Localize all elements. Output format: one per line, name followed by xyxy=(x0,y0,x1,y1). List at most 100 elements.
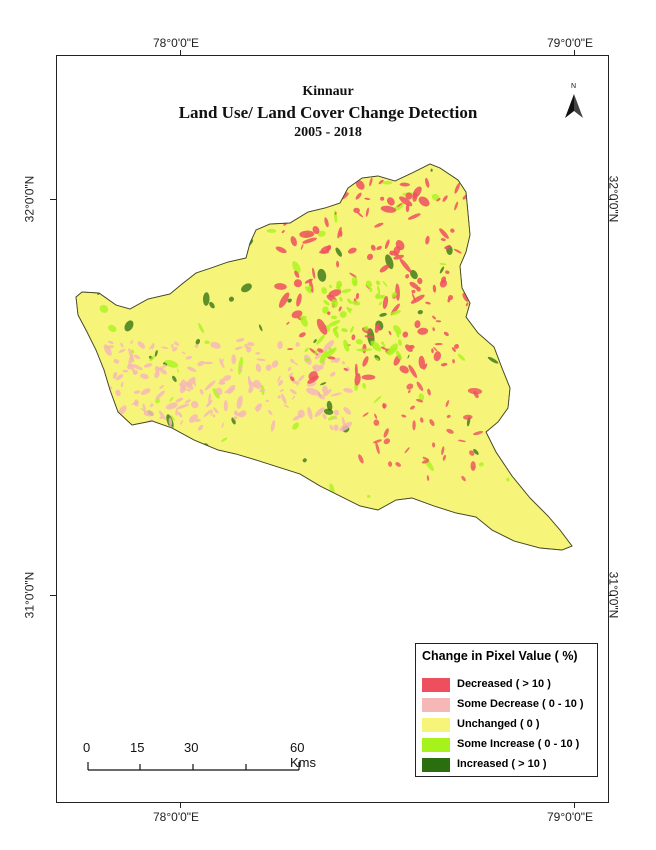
raster-patch xyxy=(457,439,466,443)
raster-patch xyxy=(356,212,364,218)
raster-patch xyxy=(133,354,141,360)
raster-patch xyxy=(239,364,243,373)
raster-patch xyxy=(296,382,300,386)
raster-patch xyxy=(314,407,325,417)
raster-patch xyxy=(432,327,435,332)
raster-patch xyxy=(365,207,369,217)
raster-patch xyxy=(343,407,352,415)
raster-patch xyxy=(198,323,205,334)
raster-patch xyxy=(207,200,211,204)
raster-patch xyxy=(105,345,115,349)
raster-patch xyxy=(330,357,341,363)
raster-patch xyxy=(439,279,448,288)
raster-patch xyxy=(409,281,419,290)
raster-patch xyxy=(418,196,430,207)
tick xyxy=(574,802,575,808)
raster-patch xyxy=(323,299,330,306)
raster-patch xyxy=(339,311,347,318)
scalebar-label-0: 0 xyxy=(83,740,91,755)
tick xyxy=(574,50,575,56)
tick xyxy=(180,802,181,808)
raster-patch xyxy=(193,378,196,387)
raster-patch xyxy=(114,206,118,209)
raster-patch xyxy=(333,181,340,184)
raster-patch xyxy=(277,341,283,350)
raster-patch xyxy=(188,414,199,423)
raster-patch xyxy=(451,347,456,352)
raster-patch xyxy=(381,346,387,350)
raster-patch xyxy=(150,403,154,408)
raster-patch xyxy=(313,339,317,344)
raster-patch xyxy=(416,398,424,403)
raster-patch xyxy=(422,457,430,461)
raster-patch xyxy=(391,292,397,298)
raster-patch xyxy=(339,296,343,302)
legend: Change in Pixel Value ( %) Decreased ( >… xyxy=(415,643,598,777)
raster-patch xyxy=(335,178,343,185)
raster-patch xyxy=(355,292,360,300)
raster-patch xyxy=(148,344,153,350)
raster-patch xyxy=(384,239,390,250)
raster-patch xyxy=(435,320,442,323)
raster-patch xyxy=(151,278,156,282)
raster-patch xyxy=(184,399,191,404)
raster-patch xyxy=(343,367,349,371)
raster-patch xyxy=(361,374,376,380)
raster-patch xyxy=(389,250,399,257)
raster-patch xyxy=(362,356,369,367)
raster-patch xyxy=(274,283,287,290)
raster-patch xyxy=(349,272,357,278)
raster-patch xyxy=(169,396,174,402)
raster-patch xyxy=(176,403,190,410)
raster-patch xyxy=(439,266,445,274)
raster-patch xyxy=(454,343,459,349)
raster-patch xyxy=(212,388,220,399)
raster-patch xyxy=(338,306,342,312)
raster-patch xyxy=(101,398,110,401)
raster-patch xyxy=(131,401,139,405)
raster-patch xyxy=(378,301,382,306)
raster-patch xyxy=(330,392,342,397)
tick xyxy=(50,199,56,200)
raster-patch xyxy=(380,205,397,213)
raster-patch xyxy=(117,240,126,254)
raster-patch xyxy=(104,388,108,394)
raster-patch xyxy=(383,438,391,445)
raster-patch xyxy=(197,360,205,367)
raster-patch xyxy=(210,513,218,525)
raster-patch xyxy=(271,360,279,368)
map-title-region: Kinnaur xyxy=(302,84,354,99)
raster-patch xyxy=(442,454,446,461)
legend-item-label: Decreased ( > 10 ) xyxy=(457,678,551,690)
raster-patch xyxy=(218,205,223,209)
lon-label-bottom-79: 79°0'0"E xyxy=(547,810,594,824)
raster-patch xyxy=(119,509,123,514)
raster-patch xyxy=(333,424,339,431)
raster-patch xyxy=(327,356,336,360)
tick xyxy=(50,595,56,596)
raster-patch xyxy=(277,375,281,383)
raster-patch xyxy=(427,388,431,396)
raster-patch xyxy=(352,280,357,286)
raster-patch xyxy=(399,196,413,207)
raster-patch xyxy=(328,347,332,353)
raster-patch xyxy=(288,372,294,378)
raster-patch xyxy=(223,400,228,412)
raster-patch xyxy=(259,389,266,393)
raster-patch xyxy=(84,232,90,240)
raster-patch xyxy=(397,202,403,208)
raster-patch xyxy=(381,341,385,345)
raster-patch xyxy=(329,424,334,431)
raster-patch xyxy=(425,177,430,188)
raster-patch xyxy=(173,341,180,346)
raster-patch xyxy=(235,173,241,179)
raster-patch xyxy=(185,388,191,392)
raster-patch xyxy=(402,331,409,338)
raster-patch xyxy=(382,403,386,409)
raster-patch xyxy=(352,538,365,543)
raster-patch xyxy=(406,383,414,390)
raster-patch xyxy=(366,348,373,351)
raster-patch xyxy=(416,381,424,391)
raster-patch xyxy=(76,409,90,414)
